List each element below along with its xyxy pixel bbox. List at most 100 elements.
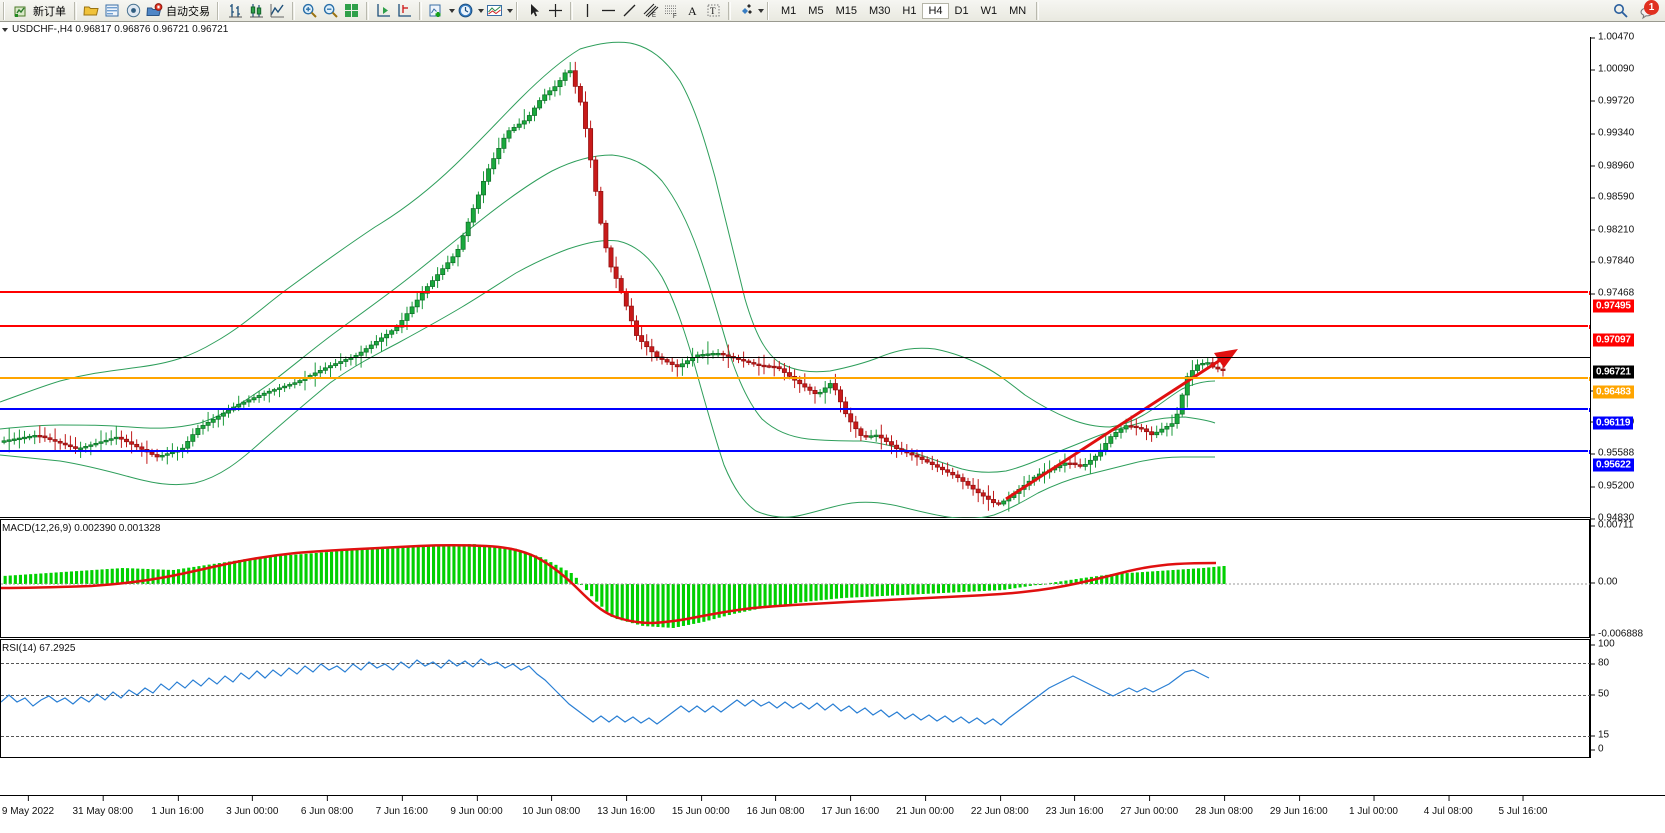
period-button[interactable] — [455, 1, 476, 21]
svg-text:A: A — [688, 4, 697, 18]
price-line-current-price[interactable] — [0, 356, 1590, 358]
price-line-resistance-lower[interactable] — [0, 323, 1594, 330]
price-tick: 0.99720 — [1591, 95, 1634, 106]
macd-pane[interactable] — [0, 519, 1591, 638]
tile-windows-icon — [345, 4, 358, 17]
new-order-button[interactable]: 新订单 — [11, 1, 70, 21]
price-tick: 0.95588 — [1591, 448, 1634, 459]
time-tick: 13 Jun 16:00 — [597, 796, 655, 817]
chart-shift-button[interactable] — [394, 1, 415, 21]
data-window-icon — [105, 4, 119, 17]
price-label-pivot-level[interactable]: 0.96483 — [1593, 385, 1634, 399]
price-tick: 0.98590 — [1591, 192, 1634, 203]
timeframe-selector: M1 M5 M15 M30 H1 H4 D1 W1 MN — [775, 2, 1032, 19]
auto-scroll-button[interactable] — [373, 1, 394, 21]
price-tick: 1.00470 — [1591, 32, 1634, 43]
price-pane[interactable] — [0, 37, 1590, 518]
toolbar-right-group: 1 — [1612, 0, 1665, 19]
alerts-button[interactable]: 1 — [1639, 0, 1659, 19]
price-line-pivot-level[interactable] — [0, 376, 1594, 383]
crosshair-button[interactable] — [545, 1, 566, 21]
autotrading-icon — [146, 3, 163, 16]
toolbar-grip-4[interactable] — [767, 1, 772, 20]
toolbar-separator-6 — [728, 1, 731, 20]
bollinger-upper-band — [0, 41, 1216, 428]
timeframe-w1[interactable]: W1 — [980, 4, 998, 17]
timeframe-h4[interactable]: H4 — [922, 2, 949, 19]
time-tick: 29 Jun 16:00 — [1269, 796, 1328, 817]
price-tick: 0.95200 — [1591, 481, 1634, 492]
templates-caret-icon[interactable] — [507, 8, 513, 13]
autotrading-button[interactable]: 自动交易 — [144, 1, 214, 21]
time-axis[interactable]: 9 May 2022 31 May 08:00 1 Jun 16:00 3 Jun 0… — [0, 795, 1665, 833]
price-line-support-upper[interactable] — [0, 407, 1594, 414]
timeframe-h1[interactable]: H1 — [902, 4, 917, 17]
text-label-button[interactable]: T — [703, 1, 724, 21]
candlestick-chart-button[interactable] — [246, 1, 267, 21]
vertical-line-button[interactable] — [577, 1, 598, 21]
rsi-tick: 50 — [1591, 689, 1609, 700]
time-tick: 31 May 08:00 — [72, 796, 134, 817]
shapes-button[interactable] — [735, 1, 756, 21]
horizontal-line-icon — [602, 9, 615, 12]
timeframe-d1[interactable]: D1 — [954, 4, 969, 17]
rsi-level-50 — [1, 695, 1591, 696]
timeframe-m30[interactable]: M30 — [868, 4, 891, 17]
rsi-line — [1, 658, 1210, 726]
uptrend-arrow-annotation[interactable] — [0, 37, 1590, 518]
time-tick: 6 Jun 08:00 — [300, 796, 354, 817]
bar-chart-button[interactable] — [225, 1, 246, 21]
timeframe-m15[interactable]: M15 — [835, 4, 857, 17]
shapes-icon — [742, 4, 752, 14]
folder-button[interactable] — [81, 1, 102, 21]
add-indicator-caret-icon[interactable] — [449, 8, 455, 13]
rsi-indicator-label: RSI(14) 67.2925 — [2, 643, 76, 654]
zoom-in-icon — [302, 3, 317, 18]
price-axis[interactable]: 1.00470 1.00090 0.99720 0.99340 0.98960 0.985… — [1590, 32, 1665, 758]
time-tick: 4 Jul 08:00 — [1423, 796, 1473, 817]
shapes-caret-icon[interactable] — [758, 8, 764, 13]
zoom-out-button[interactable] — [320, 1, 341, 21]
zoom-in-button[interactable] — [299, 1, 320, 21]
rsi-tick: 15 — [1591, 730, 1609, 741]
add-indicator-button[interactable] — [426, 1, 447, 21]
period-caret-icon[interactable] — [478, 8, 484, 13]
chart-container[interactable]: 1.00470 1.00090 0.99720 0.99340 0.98960 0.985… — [0, 22, 1665, 833]
toolbar-grip-3[interactable] — [516, 1, 521, 20]
navigator-button[interactable] — [123, 1, 144, 21]
toolbar-separator-1 — [74, 1, 77, 20]
zoom-out-icon — [323, 3, 338, 18]
horizontal-line-button[interactable] — [598, 1, 619, 21]
price-label-support-upper[interactable]: 0.96119 — [1593, 416, 1634, 430]
equidistant-channel-button[interactable]: E — [640, 1, 661, 21]
rsi-pane[interactable] — [0, 639, 1591, 758]
trendline-button[interactable] — [619, 1, 640, 21]
price-tick: 1.00090 — [1591, 64, 1634, 75]
price-label-support-lower[interactable]: 0.95622 — [1593, 458, 1634, 472]
toolbar-separator-3 — [366, 1, 369, 20]
cursor-button[interactable] — [524, 1, 545, 21]
timeframe-mn[interactable]: MN — [1009, 4, 1027, 17]
data-window-button[interactable] — [102, 1, 123, 21]
chart-menu-triangle-icon[interactable] — [2, 27, 8, 32]
time-tick: 9 Jun 00:00 — [450, 796, 503, 817]
timeframe-m5[interactable]: M5 — [808, 4, 824, 17]
time-tick: 21 Jun 00:00 — [896, 796, 954, 817]
price-line-resistance-upper[interactable] — [0, 289, 1594, 296]
bar-chart-icon — [229, 4, 242, 18]
templates-button[interactable] — [484, 1, 505, 21]
candlestick-chart-icon — [250, 4, 263, 18]
tile-windows-button[interactable] — [341, 1, 362, 21]
svg-text:E: E — [652, 13, 656, 19]
line-chart-button[interactable] — [267, 1, 288, 21]
price-label-resistance-lower[interactable]: 0.97097 — [1593, 333, 1634, 347]
price-line-support-lower[interactable] — [0, 449, 1594, 456]
toolbar-grip-2[interactable] — [217, 1, 222, 20]
price-label-current-price[interactable]: 0.96721 — [1593, 365, 1634, 379]
toolbar-grip[interactable] — [3, 1, 8, 20]
text-button[interactable]: A — [682, 1, 703, 21]
timeframe-m1[interactable]: M1 — [781, 4, 797, 17]
fibonacci-button[interactable]: F — [661, 1, 682, 21]
price-label-resistance-upper[interactable]: 0.97495 — [1593, 299, 1634, 313]
search-icon[interactable] — [1612, 2, 1629, 19]
